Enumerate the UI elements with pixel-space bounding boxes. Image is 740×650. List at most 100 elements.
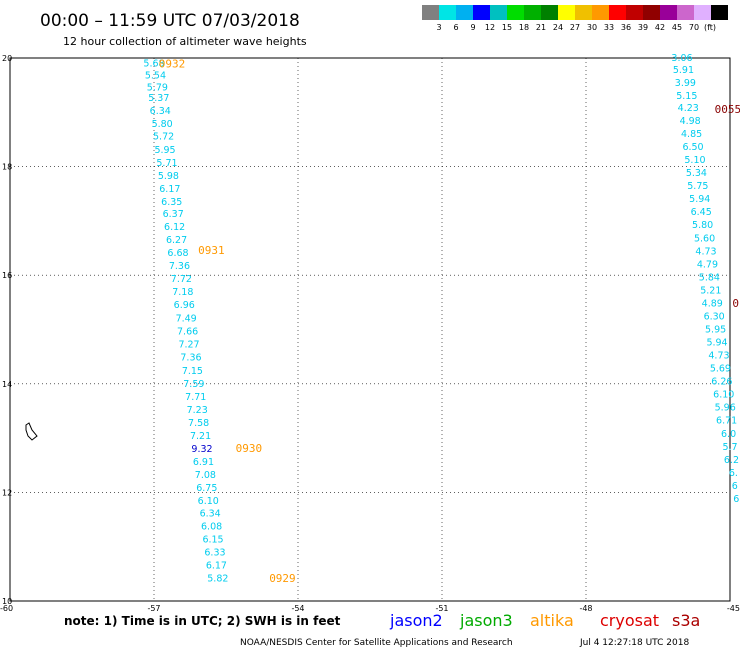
legend-swatch xyxy=(524,5,541,20)
legend-label: 27 xyxy=(570,23,580,32)
y-tick-label: 20 xyxy=(2,54,12,63)
legend-swatch xyxy=(643,5,660,20)
wave-height-value: 5.7 xyxy=(722,442,737,453)
wave-height-value: 5.95 xyxy=(705,325,726,336)
wave-height-value: 5.91 xyxy=(673,65,694,76)
wave-height-value: 6.34 xyxy=(200,509,221,520)
time-labels: 0932 0931 0930 0929 0055 0( xyxy=(159,57,740,585)
wave-height-value: 6.12 xyxy=(164,222,185,233)
satellite-label: cryosat xyxy=(600,611,659,630)
wave-height-value: 6.17 xyxy=(159,184,180,195)
legend-swatch xyxy=(422,5,439,20)
wave-height-value: 5.21 xyxy=(700,285,721,296)
legend-swatch xyxy=(626,5,643,20)
wave-height-value: 6. xyxy=(729,468,738,479)
satellite-label: altika xyxy=(530,611,574,630)
wave-height-value: 6.30 xyxy=(704,311,725,322)
legend-label: 18 xyxy=(519,23,529,32)
wave-height-value: 7.15 xyxy=(182,366,203,377)
wave-height-value: 3.99 xyxy=(675,78,696,89)
plot-frame xyxy=(9,57,731,602)
time-label: 0055 xyxy=(715,103,740,116)
color-legend: 3 6 9 12 15 18 21 24 27 30 33 36 39 42 45 70 (ft) xyxy=(422,5,728,32)
legend-swatch xyxy=(507,5,524,20)
island-outline xyxy=(25,422,38,441)
x-tick-label: -54 xyxy=(291,604,304,613)
y-tick-label: 12 xyxy=(2,488,12,497)
grid-lines xyxy=(10,58,730,601)
wave-height-value: 6.34 xyxy=(150,106,171,117)
wave-height-value: 6.15 xyxy=(202,535,223,546)
legend-swatch xyxy=(558,5,575,20)
wave-height-value: 7.72 xyxy=(171,274,192,285)
wave-height-value: 5.80 xyxy=(152,119,173,130)
wave-height-value: 7.71 xyxy=(185,392,206,403)
legend-label: 6 xyxy=(453,23,458,32)
credit-line: NOAA/NESDIS Center for Satellite Applica… xyxy=(240,638,513,648)
wave-height-value: 6.71 xyxy=(716,416,737,427)
legend-swatch xyxy=(677,5,694,20)
legend-swatch xyxy=(456,5,473,20)
wave-height-value: 7.49 xyxy=(176,314,197,325)
data-points: 5.685.545.795.37 6.34 5.80 5.72 5.95 5.71 5.98… xyxy=(143,53,739,585)
wave-height-value: 6.2 xyxy=(724,455,739,466)
x-tick-label: -45 xyxy=(727,604,740,613)
wave-height-value: 5.72 xyxy=(153,132,174,143)
wave-height-value: 5.71 xyxy=(156,158,177,169)
x-tick-label: -60 xyxy=(0,604,13,613)
wave-height-value: 6.10 xyxy=(198,496,219,507)
legend-swatch xyxy=(694,5,711,20)
wave-height-value: 6.45 xyxy=(691,207,712,218)
legend-swatch xyxy=(609,5,626,20)
y-tick-label: 14 xyxy=(2,380,12,389)
x-tick-label: -48 xyxy=(579,604,592,613)
legend-swatch xyxy=(711,5,728,20)
wave-height-value: 4.73 xyxy=(708,351,729,362)
wave-height-value: 6.10 xyxy=(713,390,734,401)
wave-height-value: 5.96 xyxy=(715,403,736,414)
wave-height-value: 6.75 xyxy=(196,483,217,494)
wave-height-value: 6.17 xyxy=(206,561,227,572)
wave-height-value: 6.68 xyxy=(167,248,188,259)
x-tick-label: -51 xyxy=(435,604,448,613)
wave-height-value: 4.98 xyxy=(680,116,701,127)
satellite-label: s3a xyxy=(672,611,700,630)
legend-label: 30 xyxy=(587,23,597,32)
page-title: 00:00 – 11:59 UTC 07/03/2018 xyxy=(40,11,300,31)
wave-height-value: 7.59 xyxy=(183,379,204,390)
wave-height-value: 7.21 xyxy=(190,431,211,442)
axis-ticks: -60 -57 -54 -51 -48 -45 20 18 16 14 12 10 xyxy=(0,54,740,613)
wave-height-value: 6.27 xyxy=(166,235,187,246)
wave-height-value: 6.35 xyxy=(161,197,182,208)
wave-height-value: 4.85 xyxy=(681,129,702,140)
wave-height-value: 5.37 xyxy=(148,93,169,104)
wave-height-value: 7.66 xyxy=(177,327,198,338)
legend-unit: (ft) xyxy=(704,23,716,32)
legend-swatch xyxy=(439,5,456,20)
wave-height-value: 5.69 xyxy=(710,364,731,375)
wave-height-value: 6.33 xyxy=(204,548,225,559)
time-label: 0931 xyxy=(198,244,225,257)
time-label: 0932 xyxy=(159,57,186,70)
legend-swatch xyxy=(490,5,507,20)
wave-height-value: 5.15 xyxy=(676,91,697,102)
page-subtitle: 12 hour collection of altimeter wave hei… xyxy=(63,35,307,48)
timestamp: Jul 4 12:27:18 UTC 2018 xyxy=(579,638,689,648)
wave-height-value: 7.36 xyxy=(169,261,190,272)
wave-height-value: 5.84 xyxy=(699,272,720,283)
wave-height-value: 7.36 xyxy=(180,353,201,364)
wave-height-value: 4.79 xyxy=(697,259,718,270)
y-tick-label: 16 xyxy=(2,271,12,280)
legend-label: 42 xyxy=(655,23,665,32)
wave-height-value: 4.23 xyxy=(678,103,699,114)
satellite-label: jason3 xyxy=(459,611,513,630)
legend-label: 15 xyxy=(502,23,512,32)
wave-height-value: 5.82 xyxy=(207,574,228,585)
wave-height-value: 5.68 xyxy=(143,58,164,69)
wave-height-value: 5.95 xyxy=(154,145,175,156)
wave-height-value: 6.26 xyxy=(711,377,732,388)
wave-height-value: 6 xyxy=(732,481,738,492)
wave-height-value: 9.32 xyxy=(191,444,212,455)
wave-height-value: 5.75 xyxy=(687,181,708,192)
